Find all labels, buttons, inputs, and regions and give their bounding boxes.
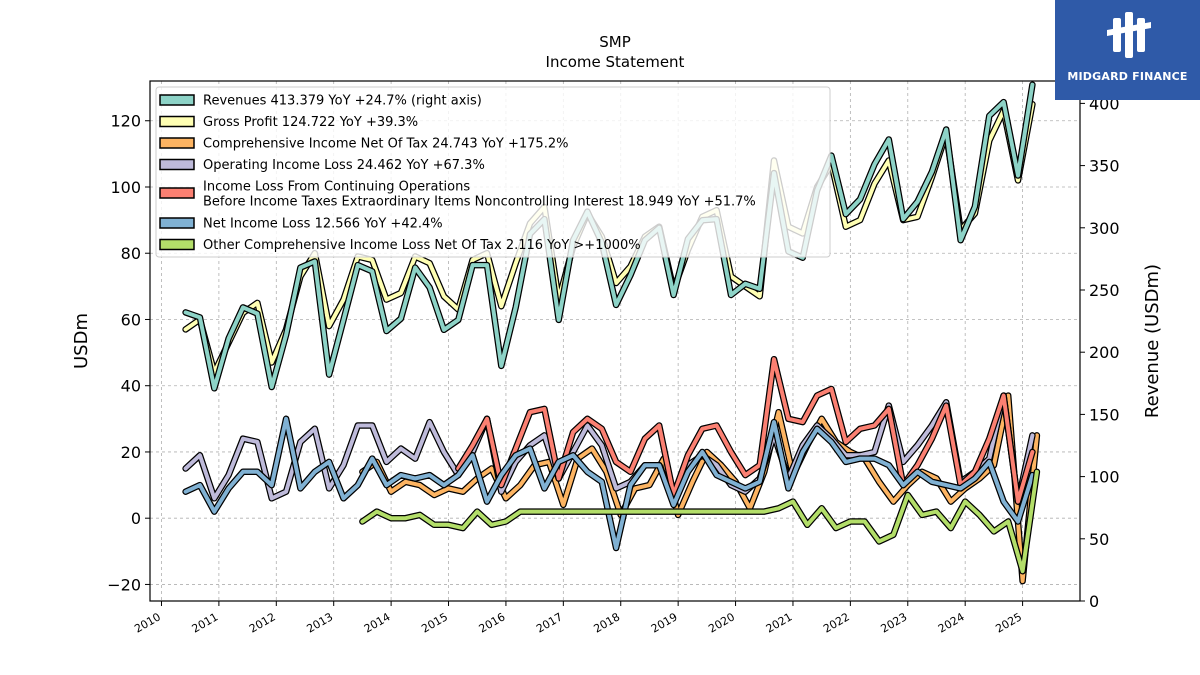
x-tick-label: 2024 bbox=[936, 610, 967, 635]
y-tick-label: 120 bbox=[110, 112, 141, 131]
legend-swatch bbox=[159, 94, 195, 106]
y-tick-label: 80 bbox=[121, 244, 141, 263]
logo-text: MIDGARD FINANCE bbox=[1067, 70, 1188, 83]
y-axis-label: USDm bbox=[71, 313, 92, 369]
x-tick-label: 2021 bbox=[764, 610, 795, 635]
legend: Revenues 413.379 YoY +24.7% (right axis)… bbox=[155, 86, 831, 258]
legend-swatch bbox=[159, 115, 195, 128]
x-tick-label: 2018 bbox=[591, 610, 622, 635]
y-tick-label: −20 bbox=[107, 575, 141, 594]
y2-axis-label: Revenue (USDm) bbox=[1142, 264, 1163, 418]
logo-mark-icon bbox=[1107, 12, 1151, 58]
y2-tick-label: 50 bbox=[1089, 530, 1109, 549]
x-tick-label: 2025 bbox=[993, 610, 1024, 635]
series-line bbox=[360, 469, 1039, 574]
x-tick-label: 2019 bbox=[649, 610, 680, 635]
x-tick-label: 2016 bbox=[477, 610, 508, 635]
legend-box bbox=[155, 86, 831, 258]
midgard-finance-logo: MIDGARD FINANCE bbox=[1055, 0, 1200, 100]
y2-tick-label: 350 bbox=[1089, 157, 1120, 176]
legend-swatch bbox=[159, 137, 195, 149]
x-tick-label: 2020 bbox=[706, 610, 737, 635]
chart-title: SMP bbox=[599, 33, 631, 51]
legend-entry: Net Income Loss 12.566 YoY +42.4% bbox=[203, 217, 443, 232]
x-tick-label: 2013 bbox=[304, 610, 335, 635]
legend-entry: Operating Income Loss 24.462 YoY +67.3% bbox=[203, 158, 485, 173]
x-tick-label: 2010 bbox=[132, 610, 163, 635]
series-line bbox=[183, 82, 1035, 391]
y-tick-label: 60 bbox=[121, 310, 141, 329]
y-tick-label: 0 bbox=[131, 509, 141, 528]
series-lines bbox=[182, 81, 1041, 585]
y2-tick-label: 150 bbox=[1089, 405, 1120, 424]
x-tick-label: 2014 bbox=[362, 610, 393, 635]
x-tick-label: 2022 bbox=[821, 610, 852, 635]
y2-tick-label: 100 bbox=[1089, 468, 1120, 487]
x-tick-label: 2017 bbox=[534, 610, 565, 635]
legend-entry: Comprehensive Income Net Of Tax 24.743 Y… bbox=[203, 137, 568, 152]
x-tick-label: 2023 bbox=[879, 610, 910, 635]
y-tick-label: 40 bbox=[121, 377, 141, 396]
legend-entry: Revenues 413.379 YoY +24.7% (right axis) bbox=[203, 94, 482, 109]
x-tick-label: 2011 bbox=[190, 610, 221, 635]
series-line bbox=[183, 416, 1035, 550]
legend-swatch bbox=[159, 158, 195, 171]
legend-swatch bbox=[159, 238, 195, 251]
series-line bbox=[456, 357, 1035, 504]
y2-tick-label: 250 bbox=[1089, 281, 1120, 300]
x-tick-label: 2012 bbox=[247, 610, 278, 635]
plot-frame bbox=[149, 80, 1081, 602]
y-tick-label: 100 bbox=[110, 178, 141, 197]
legend-swatch bbox=[159, 217, 195, 229]
legend-entry: Other Comprehensive Income Loss Net Of T… bbox=[203, 238, 641, 253]
legend-entry: Income Loss From Continuing Operations Be… bbox=[203, 180, 756, 210]
chart-subtitle: Income Statement bbox=[546, 53, 685, 71]
legend-swatch bbox=[159, 187, 195, 199]
y2-tick-label: 200 bbox=[1089, 343, 1120, 362]
y2-tick-label: 300 bbox=[1089, 219, 1120, 238]
x-tick-label: 2015 bbox=[419, 610, 450, 635]
legend-entry: Gross Profit 124.722 YoY +39.3% bbox=[203, 115, 418, 130]
y-tick-label: 20 bbox=[121, 443, 141, 462]
y2-tick-label: 0 bbox=[1089, 592, 1099, 611]
